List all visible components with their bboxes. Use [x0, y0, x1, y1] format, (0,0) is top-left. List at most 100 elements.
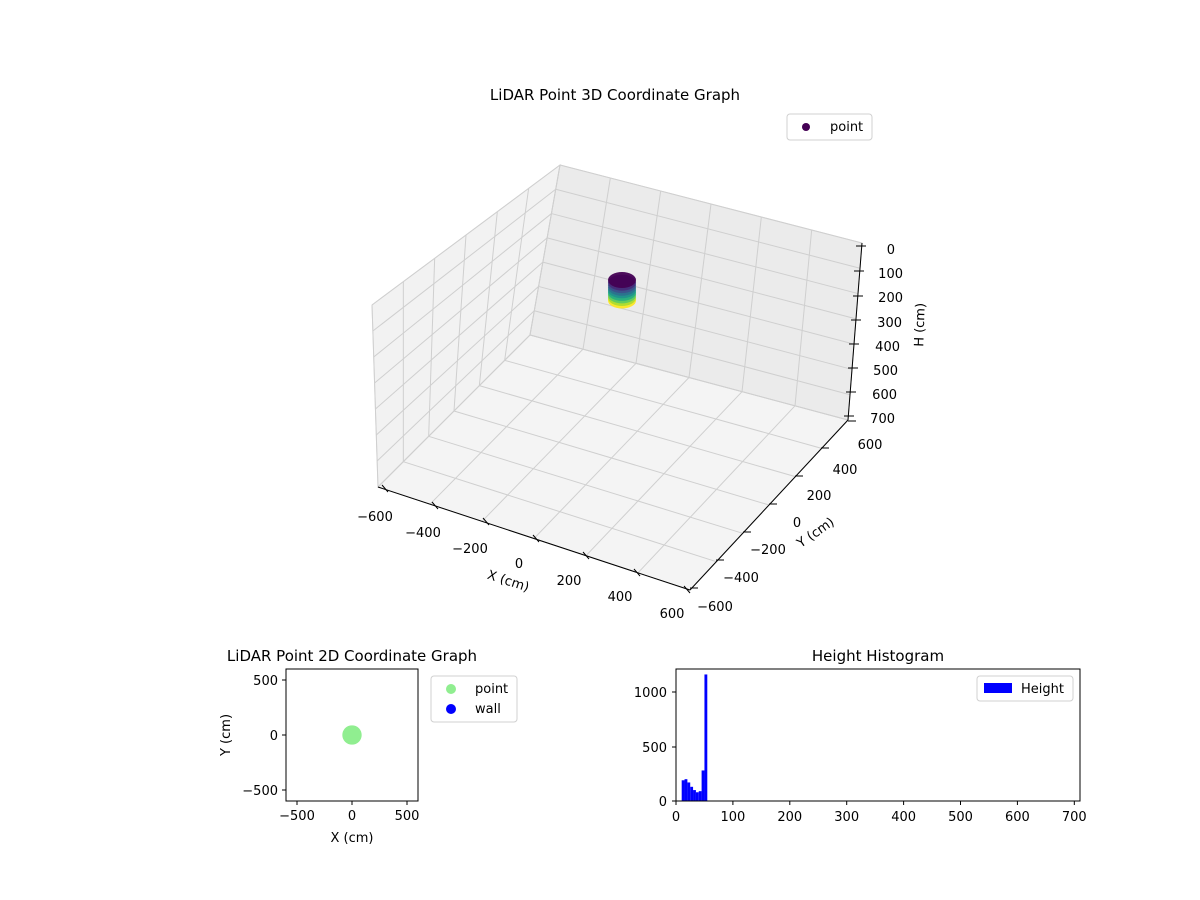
legend-label-wall: wall	[475, 702, 501, 717]
x-tick-mark	[431, 501, 439, 510]
legend-marker-point	[446, 684, 456, 694]
z-tick-label: 500	[873, 364, 898, 379]
chart-2d: LiDAR Point 2D Coordinate Graph −500 0 5…	[219, 647, 518, 846]
x-tick-label: 500	[948, 810, 973, 825]
x-axis-line-3d	[377, 486, 691, 591]
x-tick-label: 400	[608, 590, 633, 605]
z-tick-label: 600	[872, 388, 897, 403]
point-layer-3d	[608, 272, 636, 288]
x-tick-mark	[532, 534, 540, 543]
legend-label-point: point	[475, 682, 508, 697]
y-tick-label: −400	[723, 571, 759, 586]
grid-line	[688, 203, 712, 378]
grid-line	[377, 334, 531, 488]
y-tick-label: 500	[253, 674, 278, 689]
x-tick-label: 0	[348, 809, 356, 824]
z-tick-label: 700	[870, 412, 895, 427]
histogram-bar	[701, 770, 705, 801]
grid-line	[582, 177, 611, 350]
legend-marker-point	[802, 123, 810, 131]
z-tick-label: 0	[887, 243, 895, 258]
grid-line	[547, 237, 857, 320]
z-tick-label: 300	[877, 316, 902, 331]
legend-3d: point	[786, 113, 873, 141]
x-tick-label: 600	[660, 607, 685, 622]
grid-line	[374, 237, 548, 384]
grid-line	[551, 213, 859, 295]
histogram-bar	[690, 786, 694, 801]
grid-line	[372, 188, 557, 332]
legend-2d: point wall	[430, 675, 518, 723]
legend-box	[976, 675, 1074, 702]
y-tick-label: 200	[807, 489, 832, 504]
legend-marker-wall	[446, 704, 456, 714]
grid-line	[559, 164, 863, 244]
histogram-bar	[695, 792, 699, 801]
x-ticks-3d: −600 −400 −200 0 200 400 600	[357, 484, 691, 622]
x-tick-label: 300	[834, 810, 859, 825]
x-tick-mark	[683, 585, 691, 594]
y-tick-label: −200	[750, 543, 786, 558]
grid-line	[428, 258, 436, 437]
x-tick-label: 200	[777, 810, 802, 825]
grid-3d	[371, 164, 863, 591]
grid-line	[542, 261, 855, 345]
point-cluster-2d	[342, 725, 362, 745]
x-tick-label: −500	[279, 809, 315, 824]
histogram-title: Height Histogram	[812, 647, 944, 665]
x-tick-label: −400	[405, 526, 441, 541]
grid-line	[453, 234, 467, 412]
histogram-x-ticks: 0 100 200 300 400 500 600 700	[672, 801, 1087, 825]
grid-line	[375, 286, 539, 436]
z-ticks-3d: 0 100 200 300 400 500 600 700	[844, 243, 903, 427]
y-tick-label: 600	[858, 438, 883, 453]
z-tick-label: 200	[878, 291, 903, 306]
legend-label-point: point	[830, 120, 863, 135]
y-ticks-3d: −600 −400 −200 0 200 400 600	[690, 420, 883, 615]
x-tick-mark	[633, 568, 641, 577]
grid-line	[478, 211, 498, 386]
grid-line	[794, 229, 813, 406]
grid-line	[534, 310, 851, 396]
legend-label-height: Height	[1021, 682, 1064, 697]
histogram-bar	[704, 674, 708, 801]
grid-line	[529, 164, 561, 336]
grid-line	[529, 334, 849, 421]
z-axis-label-3d: H (cm)	[912, 303, 929, 347]
chart-histogram: Height Histogram 0 100 200 300 400 500 600 700 …	[634, 647, 1087, 825]
x-tick-label: −600	[357, 510, 393, 525]
grid-line	[741, 216, 762, 392]
y-tick-label: −600	[697, 600, 733, 615]
x-tick-mark	[582, 551, 590, 560]
x-axis-label-3d: X (cm)	[485, 568, 531, 596]
y-tick-label: 0	[270, 729, 278, 744]
x-axis-label-2d: X (cm)	[331, 831, 374, 846]
histogram-bar	[687, 782, 691, 801]
grid-line	[371, 164, 561, 306]
y-tick-label: 500	[642, 741, 667, 756]
grid-line	[504, 359, 822, 449]
grid-line	[635, 190, 662, 364]
grid-line	[371, 304, 379, 488]
y-tick-label: 400	[833, 463, 858, 478]
histogram-bar	[698, 791, 702, 801]
histogram-bar	[681, 780, 685, 801]
x-tick-label: 100	[720, 810, 745, 825]
histogram-bars	[681, 674, 708, 801]
grid-line	[555, 188, 861, 269]
chart-3d-title: LiDAR Point 3D Coordinate Graph	[490, 86, 740, 104]
legend-histogram: Height	[976, 675, 1074, 702]
x-tick-label: 600	[1005, 810, 1030, 825]
legend-swatch-height	[984, 683, 1012, 693]
x-tick-mark	[381, 484, 389, 493]
x-tick-label: −200	[452, 542, 488, 557]
z-tick-label: 100	[878, 267, 903, 282]
x-tick-label: 500	[395, 809, 420, 824]
x-tick-mark	[482, 517, 490, 526]
plot-frame-histogram	[675, 668, 1081, 802]
y-tick-label: 1000	[634, 686, 667, 701]
legend-box	[786, 113, 873, 141]
histogram-bar	[693, 790, 696, 801]
x-tick-label: 400	[891, 810, 916, 825]
chart-2d-title: LiDAR Point 2D Coordinate Graph	[227, 647, 477, 665]
